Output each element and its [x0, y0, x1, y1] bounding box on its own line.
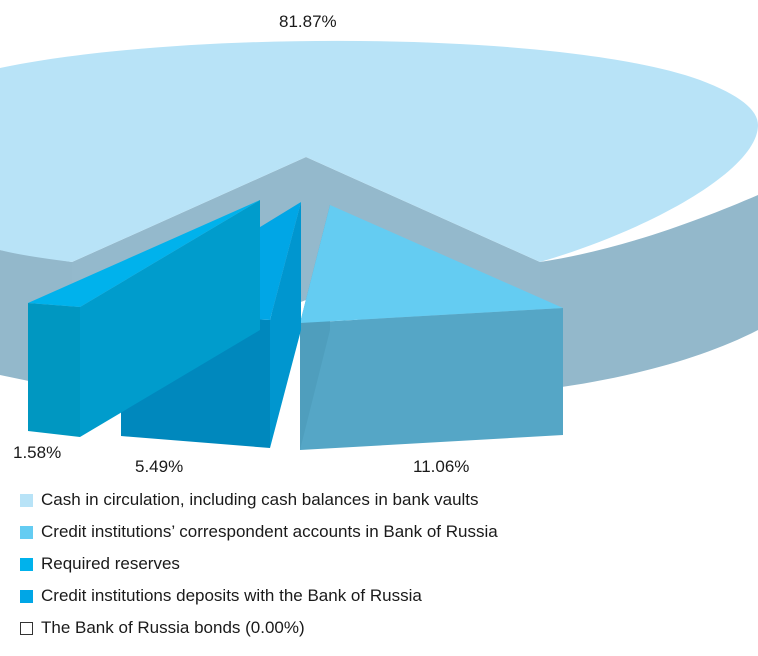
- legend-label-reserves: Required reserves: [41, 554, 180, 573]
- legend-label-correspondent: Credit institutions’ correspondent accou…: [41, 522, 498, 541]
- legend-item-correspondent: Credit institutions’ correspondent accou…: [20, 516, 498, 548]
- legend-label-deposits: Credit institutions deposits with the Ba…: [41, 586, 422, 605]
- legend-swatch-deposits: [20, 589, 33, 603]
- legend-item-bonds: The Bank of Russia bonds (0.00%): [20, 612, 498, 644]
- legend-swatch-cash: [20, 493, 33, 507]
- pie-chart: 81.87% 11.06% 1.58% 5.49%: [0, 12, 758, 476]
- legend-item-cash: Cash in circulation, including cash bala…: [20, 484, 498, 516]
- data-label-deposits: 5.49%: [135, 457, 183, 476]
- legend-item-deposits: Credit institutions deposits with the Ba…: [20, 580, 498, 612]
- legend: Cash in circulation, including cash bala…: [20, 484, 498, 644]
- legend-item-reserves: Required reserves: [20, 548, 498, 580]
- slice-cash-side-right: [540, 195, 758, 390]
- slice-reserves-side-front: [28, 303, 80, 437]
- data-label-reserves: 1.58%: [13, 443, 61, 462]
- slice-cash-top: [0, 40, 758, 262]
- legend-label-bonds: The Bank of Russia bonds (0.00%): [41, 618, 305, 637]
- slice-reserves-top: [28, 200, 260, 307]
- slice-deposits-side-right: [270, 202, 301, 448]
- data-label-cash: 81.87%: [279, 12, 337, 31]
- legend-swatch-bonds: [20, 621, 33, 635]
- legend-swatch-reserves: [20, 557, 33, 571]
- slice-reserves-side-right: [80, 200, 260, 437]
- legend-swatch-correspondent: [20, 525, 33, 539]
- slice-correspondent-top: [300, 205, 563, 323]
- slice-correspondent-side-front: [300, 308, 563, 450]
- data-label-correspondent: 11.06%: [413, 457, 469, 476]
- legend-label-cash: Cash in circulation, including cash bala…: [41, 490, 479, 509]
